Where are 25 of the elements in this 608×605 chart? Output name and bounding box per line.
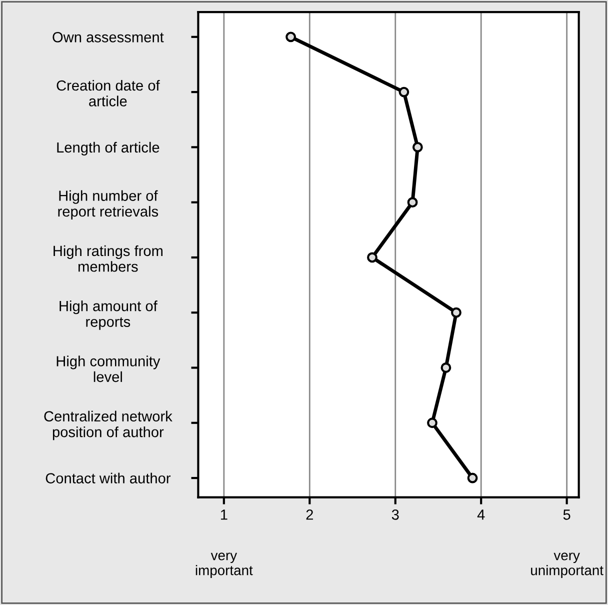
y-tick-label: Own assessment: [52, 32, 164, 42]
point: [467, 472, 478, 484]
y-tick-label: Creation date of article: [56, 80, 160, 106]
x-tick-label: 2: [306, 510, 313, 520]
y-tick-label: High number of report retrievals: [58, 190, 158, 220]
x-tick-label: 3: [392, 510, 399, 520]
y-tick-label: Contact with author: [46, 472, 171, 484]
point: [440, 362, 452, 373]
y-tick-label: Centralized network position of author: [44, 410, 172, 440]
y-tick-label: High amount of reports: [60, 300, 158, 330]
point: [451, 307, 462, 318]
point: [412, 142, 423, 152]
y-tick-label: High community level: [56, 356, 160, 382]
point: [286, 32, 296, 42]
point: [367, 252, 378, 263]
text: very unimportant: [531, 552, 604, 578]
point: [407, 197, 418, 208]
x-tick-label: 1: [220, 510, 228, 520]
point: [427, 418, 438, 428]
point: [398, 86, 410, 98]
text: very important: [196, 552, 253, 578]
y-tick-label: Length of article: [57, 142, 160, 156]
x-tick-label: 5: [563, 510, 570, 520]
y-tick-label: High ratings from members: [54, 245, 162, 272]
x-tick-label: 4: [477, 510, 485, 520]
